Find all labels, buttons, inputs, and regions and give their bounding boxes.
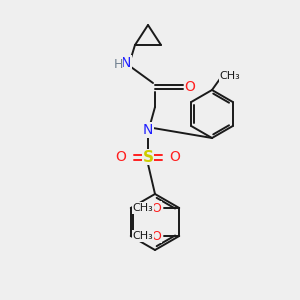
Text: H: H [113,58,123,70]
Text: O: O [169,150,180,164]
Text: O: O [151,230,161,242]
Text: O: O [184,80,195,94]
Text: O: O [116,150,126,164]
Text: N: N [143,123,153,137]
Text: N: N [121,56,131,70]
Text: CH₃: CH₃ [133,231,154,241]
Text: O: O [151,202,161,214]
Text: S: S [142,149,154,164]
Text: CH₃: CH₃ [133,203,154,213]
Text: CH₃: CH₃ [220,71,240,81]
